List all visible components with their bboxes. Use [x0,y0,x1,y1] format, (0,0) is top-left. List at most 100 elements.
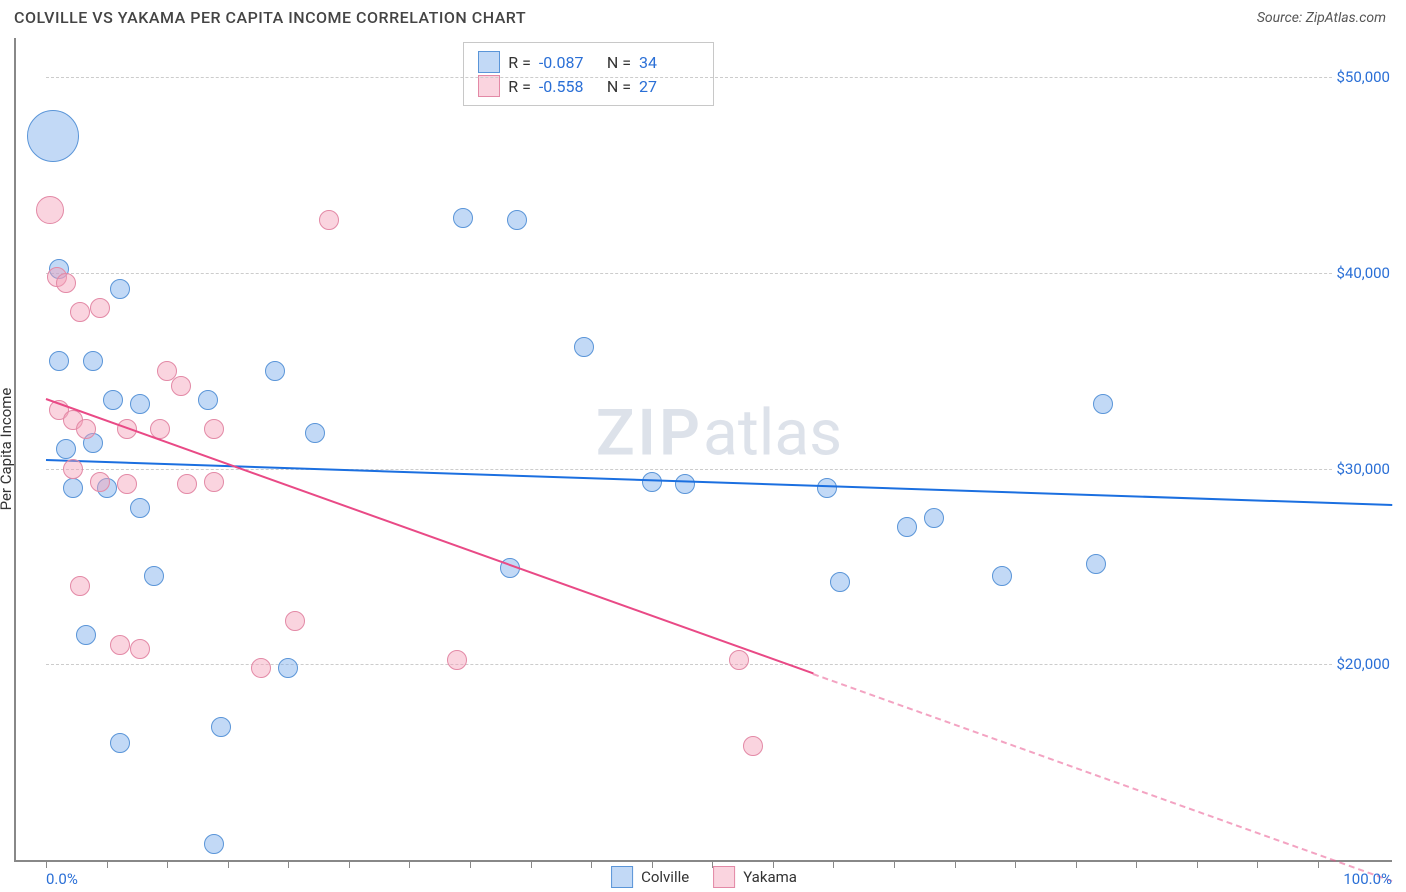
data-point [83,351,103,371]
data-point [90,472,110,492]
data-point [453,208,473,228]
x-tick-mark [894,860,895,868]
data-point [830,572,850,592]
x-tick-mark [712,860,713,868]
x-tick-mark [228,860,229,868]
y-tick-label: $50,000 [1332,68,1394,86]
x-tick-mark [1318,860,1319,868]
x-tick-mark [773,860,774,868]
data-point [204,834,224,854]
data-point [1086,554,1106,574]
x-tick-mark [1015,860,1016,868]
source-attribution: Source: ZipAtlas.com [1257,10,1386,26]
data-point [49,351,69,371]
legend-item-yakama: Yakama [713,866,797,888]
x-tick-mark [470,860,471,868]
data-point [211,717,231,737]
data-point [1093,394,1113,414]
data-point [675,474,695,494]
data-point [204,472,224,492]
stats-box: R = -0.087 N = 34 R = -0.558 N = 27 [463,42,714,106]
data-point [265,361,285,381]
data-point [76,419,96,439]
trend-line [813,673,1392,882]
trend-line [46,459,1392,506]
data-point [63,459,83,479]
data-point [642,472,662,492]
x-tick-mark [955,860,956,868]
data-point [992,566,1012,586]
data-point [574,337,594,357]
x-tick-mark [531,860,532,868]
chart-area: Per Capita Income ZIPatlas R = -0.087 N … [14,38,1392,862]
trend-line [46,398,814,674]
data-point [319,210,339,230]
data-point [130,639,150,659]
swatch-yakama-icon [713,866,735,888]
swatch-yakama [478,75,500,97]
plot-area: ZIPatlas R = -0.087 N = 34 R = -0.558 N … [46,38,1392,860]
legend: Colville Yakama [611,866,797,888]
watermark: ZIPatlas [596,395,842,470]
data-point [27,110,79,162]
y-axis-label: Per Capita Income [0,388,15,511]
swatch-colville [478,51,500,73]
data-point [305,423,325,443]
data-point [924,508,944,528]
data-point [447,650,467,670]
data-point [70,302,90,322]
data-point [110,635,130,655]
data-point [56,439,76,459]
data-point [56,273,76,293]
gridline [46,77,1392,78]
x-tick-mark [46,860,47,868]
x-tick-mark [349,860,350,868]
data-point [171,376,191,396]
swatch-colville-icon [611,866,633,888]
data-point [70,576,90,596]
data-point [130,394,150,414]
data-point [144,566,164,586]
stats-row-yakama: R = -0.558 N = 27 [478,75,699,97]
data-point [198,390,218,410]
x-tick-mark [1197,860,1198,868]
data-point [729,650,749,670]
data-point [103,390,123,410]
x-tick-mark [409,860,410,868]
data-point [76,625,96,645]
x-tick-mark [167,860,168,868]
stats-row-colville: R = -0.087 N = 34 [478,51,699,73]
data-point [897,517,917,537]
data-point [90,298,110,318]
data-point [63,478,83,498]
data-point [285,611,305,631]
data-point [507,210,527,230]
data-point [204,419,224,439]
data-point [110,279,130,299]
y-tick-label: $20,000 [1332,655,1394,673]
x-axis-start-label: 0.0% [46,870,78,888]
legend-item-colville: Colville [611,866,689,888]
gridline [46,664,1392,665]
x-tick-mark [1257,860,1258,868]
data-point [743,736,763,756]
y-tick-label: $30,000 [1332,460,1394,478]
x-tick-mark [652,860,653,868]
data-point [251,658,271,678]
x-axis-end-label: 100.0% [1343,870,1392,888]
data-point [130,498,150,518]
x-tick-mark [833,860,834,868]
data-point [36,196,64,224]
y-tick-label: $40,000 [1332,264,1394,282]
x-tick-mark [1076,860,1077,868]
gridline [46,273,1392,274]
data-point [117,474,137,494]
x-tick-mark [591,860,592,868]
x-tick-mark [107,860,108,868]
data-point [110,733,130,753]
x-tick-mark [288,860,289,868]
x-tick-mark [1136,860,1137,868]
chart-title: COLVILLE VS YAKAMA PER CAPITA INCOME COR… [14,8,526,27]
data-point [278,658,298,678]
data-point [817,478,837,498]
